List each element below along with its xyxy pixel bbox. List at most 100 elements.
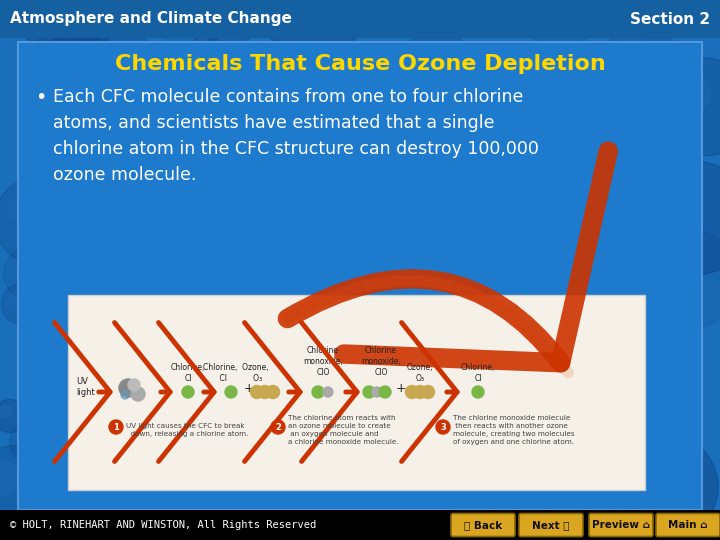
Circle shape xyxy=(79,269,96,285)
Text: •: • xyxy=(35,88,46,107)
Circle shape xyxy=(442,75,467,99)
Circle shape xyxy=(484,59,517,92)
Circle shape xyxy=(128,379,140,391)
Circle shape xyxy=(570,76,629,135)
Circle shape xyxy=(227,267,312,353)
Text: UV light causes the CFC to break
  down, releasing a chlorine atom.: UV light causes the CFC to break down, r… xyxy=(126,423,248,437)
Circle shape xyxy=(99,252,134,287)
Circle shape xyxy=(526,73,570,116)
Circle shape xyxy=(425,354,460,389)
Circle shape xyxy=(245,477,276,509)
Circle shape xyxy=(56,24,99,67)
Circle shape xyxy=(71,516,96,540)
Circle shape xyxy=(277,0,319,10)
Circle shape xyxy=(472,386,484,398)
Circle shape xyxy=(64,124,158,218)
Circle shape xyxy=(186,158,215,186)
FancyBboxPatch shape xyxy=(519,514,583,537)
Circle shape xyxy=(516,74,585,143)
Circle shape xyxy=(413,386,426,399)
Circle shape xyxy=(398,462,429,493)
Circle shape xyxy=(109,420,123,434)
Circle shape xyxy=(201,307,268,374)
Circle shape xyxy=(536,151,571,186)
Circle shape xyxy=(606,405,616,415)
Text: Ozone,
O₃: Ozone, O₃ xyxy=(407,363,433,383)
Circle shape xyxy=(270,45,360,136)
Circle shape xyxy=(366,306,405,345)
Text: Chlorine,
Cl: Chlorine, Cl xyxy=(171,363,205,383)
Circle shape xyxy=(38,417,150,530)
Circle shape xyxy=(86,225,117,256)
Circle shape xyxy=(0,461,21,496)
Text: 3: 3 xyxy=(440,422,446,431)
FancyBboxPatch shape xyxy=(656,514,720,537)
Circle shape xyxy=(212,318,238,343)
Circle shape xyxy=(580,86,602,109)
Text: +: + xyxy=(243,382,254,395)
Circle shape xyxy=(419,203,495,279)
Circle shape xyxy=(0,405,12,417)
Circle shape xyxy=(156,138,249,230)
Circle shape xyxy=(588,261,647,319)
Circle shape xyxy=(578,154,616,193)
Circle shape xyxy=(12,256,32,276)
Circle shape xyxy=(48,31,73,56)
Circle shape xyxy=(1,284,43,325)
Circle shape xyxy=(601,401,627,427)
Circle shape xyxy=(258,386,271,399)
Circle shape xyxy=(9,420,53,464)
Circle shape xyxy=(456,260,485,289)
Text: Atmosphere and Climate Change: Atmosphere and Climate Change xyxy=(10,11,292,26)
Circle shape xyxy=(536,0,563,19)
Circle shape xyxy=(72,262,115,305)
Text: Chlorine
monoxide,
ClO: Chlorine monoxide, ClO xyxy=(361,346,401,377)
Circle shape xyxy=(384,209,410,234)
Circle shape xyxy=(618,34,645,61)
Circle shape xyxy=(305,384,348,428)
Circle shape xyxy=(172,153,207,188)
Circle shape xyxy=(312,392,329,408)
Circle shape xyxy=(374,198,440,264)
Circle shape xyxy=(639,427,688,475)
Circle shape xyxy=(524,430,598,504)
Circle shape xyxy=(89,78,108,97)
Circle shape xyxy=(225,386,237,398)
Circle shape xyxy=(411,180,422,191)
Circle shape xyxy=(537,164,559,186)
Circle shape xyxy=(4,247,56,300)
Circle shape xyxy=(325,434,429,537)
Circle shape xyxy=(0,446,63,537)
Circle shape xyxy=(75,520,84,530)
Circle shape xyxy=(647,435,665,453)
Circle shape xyxy=(315,369,367,422)
Circle shape xyxy=(372,387,382,397)
Circle shape xyxy=(412,48,451,87)
Circle shape xyxy=(500,361,544,404)
Circle shape xyxy=(73,278,95,300)
Circle shape xyxy=(104,258,118,271)
Circle shape xyxy=(673,75,710,112)
Circle shape xyxy=(174,233,260,319)
Circle shape xyxy=(639,147,657,165)
Circle shape xyxy=(521,136,612,226)
Text: 1: 1 xyxy=(113,422,119,431)
Circle shape xyxy=(17,428,34,444)
Text: The chlorine atom reacts with
an ozone molecule to create
 an oxygen molecule an: The chlorine atom reacts with an ozone m… xyxy=(288,415,399,445)
Circle shape xyxy=(71,73,106,109)
Circle shape xyxy=(80,69,131,120)
Circle shape xyxy=(579,474,589,484)
FancyBboxPatch shape xyxy=(451,514,515,537)
Circle shape xyxy=(528,120,593,185)
Circle shape xyxy=(432,216,461,245)
Circle shape xyxy=(348,288,451,391)
Text: Preview ⌂: Preview ⌂ xyxy=(592,520,650,530)
Text: Each CFC molecule contains from one to four chlorine: Each CFC molecule contains from one to f… xyxy=(53,88,523,106)
Circle shape xyxy=(658,181,701,224)
Circle shape xyxy=(188,248,221,280)
Circle shape xyxy=(265,477,367,540)
Circle shape xyxy=(481,341,595,455)
Circle shape xyxy=(66,0,104,27)
Circle shape xyxy=(323,379,343,399)
Circle shape xyxy=(507,310,552,354)
